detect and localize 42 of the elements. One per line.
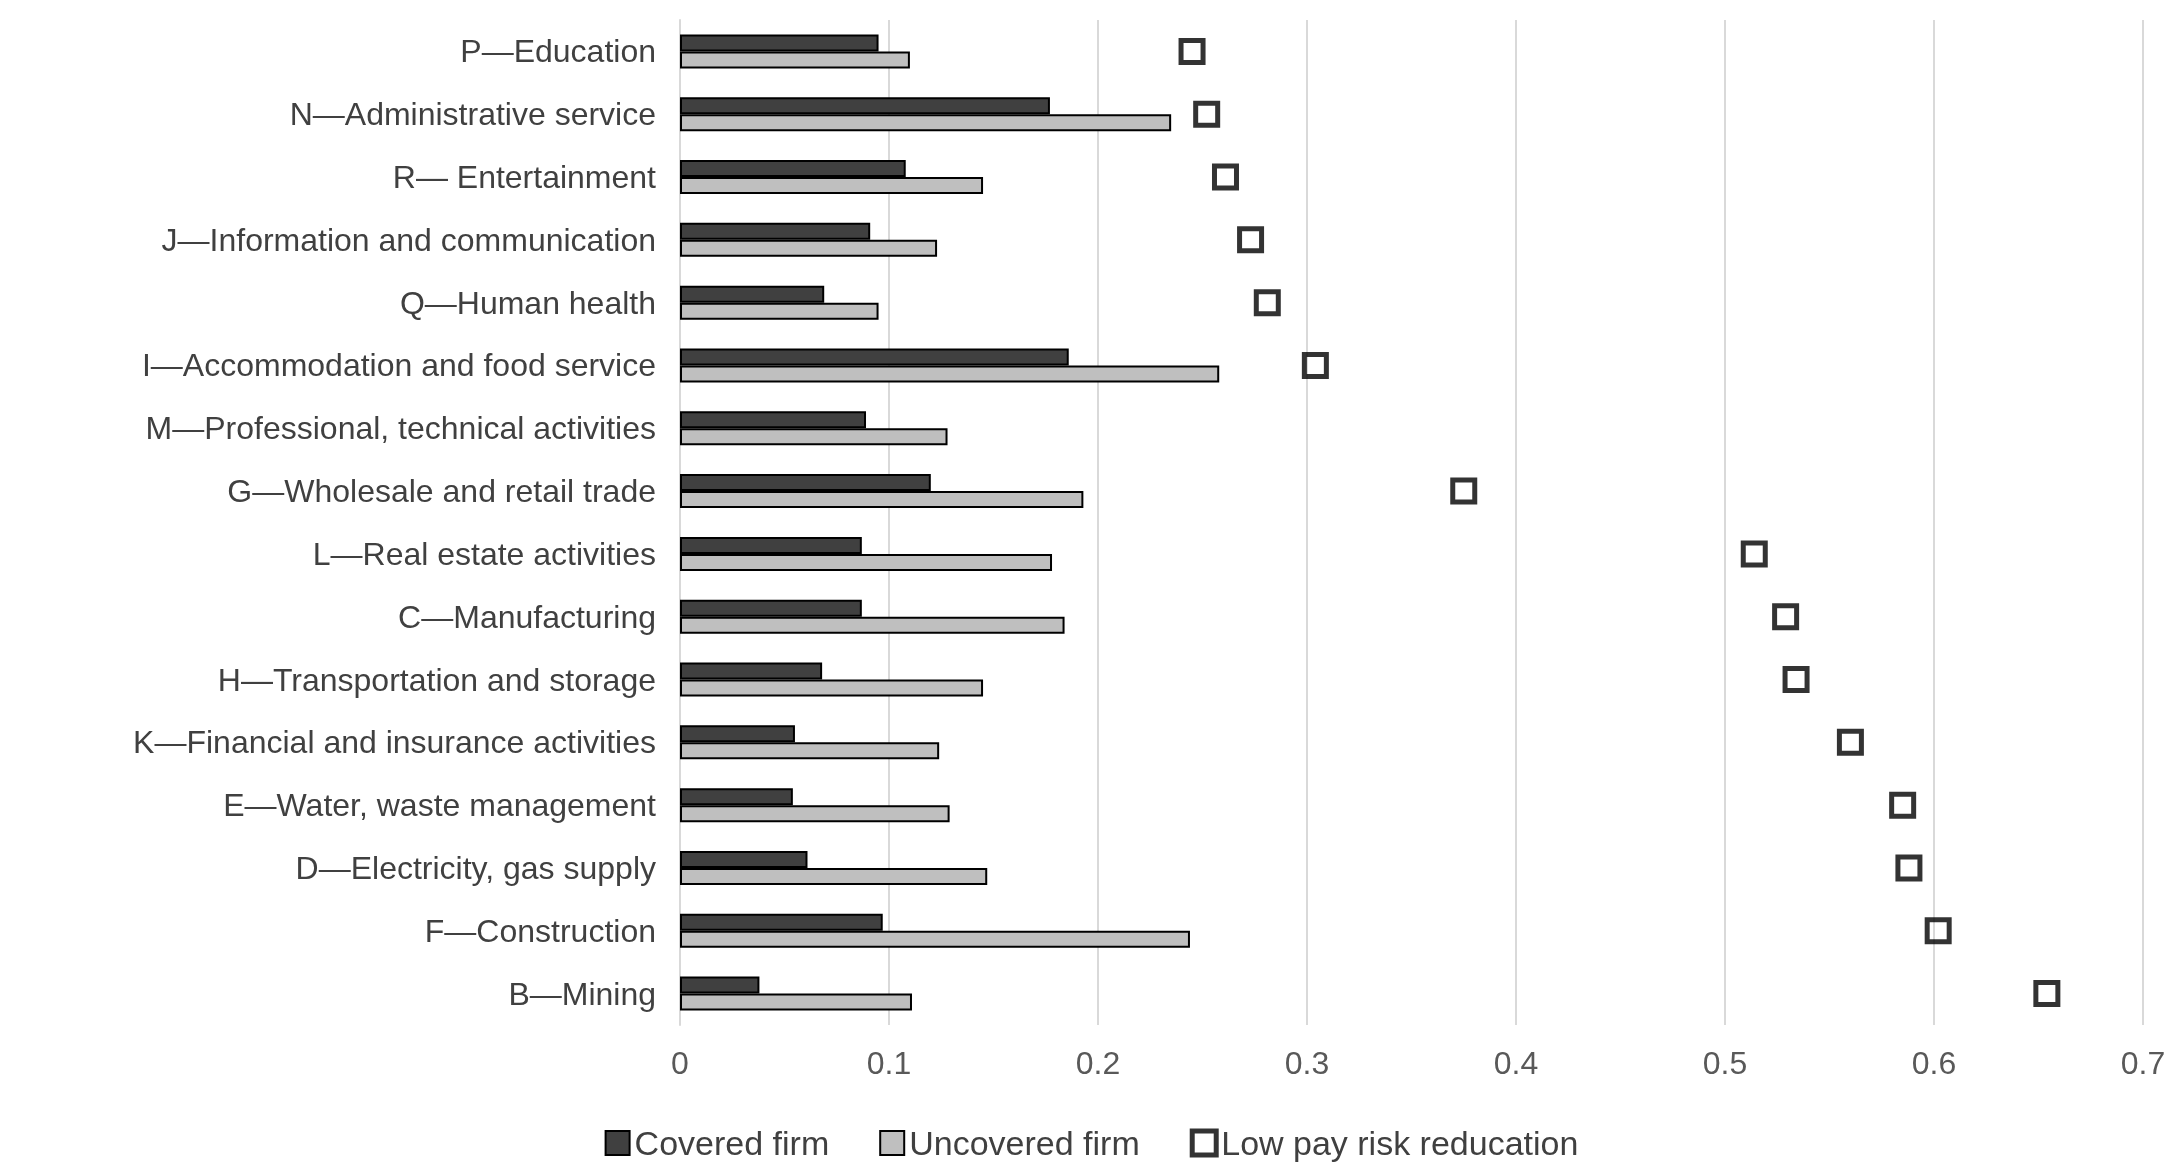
y-tick-label: E—Water, waste management — [223, 787, 657, 824]
point — [1301, 351, 1329, 379]
y-tick-label: F—Construction — [424, 912, 656, 949]
point — [1836, 728, 1864, 756]
y-tick-label: H—Transportation and storage — [217, 661, 656, 698]
y-tick-label: B—Mining — [508, 975, 656, 1012]
x-tick-label: 0.6 — [1911, 1045, 1957, 1081]
point — [1895, 854, 1923, 882]
y-tick-label: C—Manufacturing — [398, 598, 656, 635]
y-tick-label: R— Entertainment — [392, 159, 657, 196]
legend-label: Low pay risk reducation — [1221, 1124, 1579, 1162]
x-tick-label: 0.1 — [866, 1045, 912, 1081]
y-tick-label: P—Education — [460, 33, 656, 70]
y-tick-label: G—Wholesale and retail trade — [227, 473, 656, 510]
x-tick-label: 0 — [671, 1045, 689, 1081]
point — [1782, 666, 1810, 694]
y-tick-label: D—Electricity, gas supply — [295, 849, 656, 886]
x-tick-label: 0.4 — [1493, 1045, 1539, 1081]
point — [1178, 37, 1206, 65]
point — [1450, 477, 1478, 505]
y-tick-label: L—Real estate activities — [312, 535, 656, 572]
y-tick-label: J—Information and communication — [161, 221, 656, 258]
point — [2033, 980, 2061, 1008]
legend-label: Covered firm — [634, 1124, 830, 1162]
point — [1193, 100, 1221, 128]
point — [1889, 791, 1917, 819]
y-tick-label: N—Administrative service — [289, 96, 656, 133]
y-tick-label: I—Accommodation and food service — [141, 347, 656, 384]
y-tick-label: M—Professional, technical activities — [145, 410, 656, 447]
legend-label: Uncovered firm — [909, 1124, 1140, 1162]
point — [1211, 163, 1239, 191]
x-tick-label: 0.2 — [1075, 1045, 1121, 1081]
point — [1772, 603, 1800, 631]
point — [1924, 917, 1952, 945]
x-tick-label: 0.7 — [2120, 1045, 2166, 1081]
point — [1740, 540, 1768, 568]
point — [1253, 289, 1281, 317]
x-tick-label: 0.3 — [1284, 1045, 1330, 1081]
y-tick-label: K—Financial and insurance activities — [133, 724, 656, 761]
y-tick-label: Q—Human health — [399, 284, 656, 321]
point — [1237, 226, 1265, 254]
x-tick-label: 0.5 — [1702, 1045, 1748, 1081]
